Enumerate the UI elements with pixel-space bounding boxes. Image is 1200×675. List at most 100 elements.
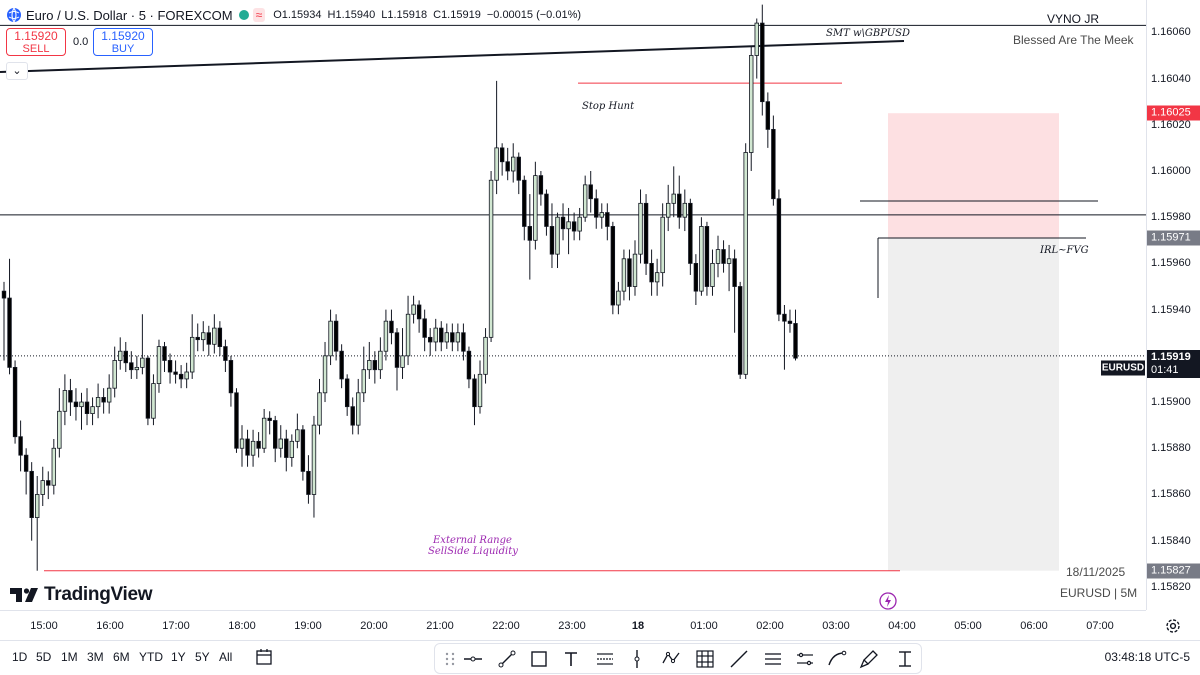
parallel-channel-icon[interactable] bbox=[763, 649, 783, 669]
candle-body-down bbox=[101, 397, 106, 403]
tradingview-logo-icon bbox=[10, 588, 38, 602]
candle-body-down bbox=[129, 362, 134, 371]
ray-icon[interactable] bbox=[729, 649, 749, 669]
sell-price: 1.15920 bbox=[14, 29, 58, 43]
candle-body-down bbox=[732, 258, 737, 287]
buy-price: 1.15920 bbox=[101, 29, 145, 43]
sell-button[interactable]: 1.15920 SELL bbox=[6, 28, 66, 56]
chart-area[interactable]: Euro / U.S. Dollar · 5 · FOREXCOM ≈ O1.1… bbox=[0, 0, 1146, 610]
candle-body-up bbox=[361, 369, 366, 394]
price-tick-label: 1.15840 bbox=[1151, 534, 1191, 547]
time-tick-label: 19:00 bbox=[294, 620, 322, 632]
symbol-title[interactable]: Euro / U.S. Dollar · 5 · FOREXCOM bbox=[26, 7, 233, 23]
candle-body-up bbox=[632, 253, 638, 287]
candle-body-down bbox=[29, 470, 34, 518]
candle-body-down bbox=[123, 350, 128, 364]
lightning-icon[interactable] bbox=[879, 592, 897, 610]
ohlc-low: L1.15918 bbox=[381, 9, 428, 21]
tradingview-logo[interactable]: TradingView bbox=[10, 584, 153, 606]
candle-body-down bbox=[206, 332, 211, 345]
range-1y[interactable]: 1Y bbox=[171, 650, 186, 664]
range-5d[interactable]: 5D bbox=[36, 650, 52, 664]
fib-retracement-icon[interactable] bbox=[595, 649, 615, 669]
candle-body-up bbox=[367, 360, 372, 371]
text-icon[interactable] bbox=[561, 649, 581, 669]
price-range-icon[interactable] bbox=[795, 649, 815, 669]
target-price-tag[interactable]: 1.15827 bbox=[1147, 563, 1200, 579]
vertical-line-icon[interactable] bbox=[627, 649, 647, 669]
candle-body-down bbox=[538, 175, 544, 195]
sellside-liquidity-annotation[interactable]: SellSide Liquidity bbox=[428, 546, 518, 557]
time-tick-label: 22:00 bbox=[492, 620, 520, 632]
candle-body-up bbox=[754, 22, 759, 56]
curve-icon[interactable] bbox=[827, 649, 847, 669]
candle-body-up bbox=[35, 494, 40, 518]
candle-body-down bbox=[760, 22, 765, 103]
external-range-annotation[interactable]: External Range bbox=[433, 535, 512, 546]
range-5y[interactable]: 5Y bbox=[195, 650, 210, 664]
horizontal-line-icon[interactable] bbox=[463, 649, 483, 669]
candle-body-up bbox=[671, 193, 676, 204]
price-tick-label: 1.16060 bbox=[1151, 26, 1191, 39]
current-price-value: 1.15919 bbox=[1151, 351, 1191, 364]
clock[interactable]: 03:48:18 UTC-5 bbox=[1104, 650, 1190, 664]
candle-body-up bbox=[660, 216, 665, 274]
candle-body-up bbox=[140, 357, 145, 368]
price-tick-label: 1.16040 bbox=[1151, 72, 1191, 85]
time-tick-label: 16:00 bbox=[96, 620, 124, 632]
candle-body-up bbox=[483, 336, 488, 375]
trend-line-icon[interactable] bbox=[497, 649, 517, 669]
price-axis[interactable]: 1.16060 1.16040 1.16020 1.16000 1.15980 1.159… bbox=[1146, 0, 1200, 610]
candle-body-down bbox=[256, 440, 261, 449]
candle-body-down bbox=[505, 161, 510, 172]
candle-body-up bbox=[356, 392, 361, 426]
irl-fvg-annotation[interactable]: IRL~FVG bbox=[1040, 245, 1089, 256]
candle-body-down bbox=[306, 470, 311, 495]
range-1d[interactable]: 1D bbox=[12, 650, 28, 664]
candle-body-down bbox=[610, 226, 616, 306]
smt-annotation[interactable]: SMT w\GBPUSD bbox=[826, 28, 911, 39]
range-1m[interactable]: 1M bbox=[61, 650, 78, 664]
buy-label: BUY bbox=[111, 43, 135, 55]
candle-body-up bbox=[638, 202, 643, 255]
candle-body-up bbox=[749, 55, 754, 153]
candle-body-up bbox=[261, 417, 267, 449]
candle-body-up bbox=[156, 346, 162, 384]
candle-body-up bbox=[444, 332, 449, 343]
candle-body-down bbox=[588, 184, 593, 200]
candle-body-down bbox=[162, 346, 167, 361]
grid-icon[interactable] bbox=[695, 649, 715, 669]
candle-body-up bbox=[715, 249, 721, 264]
rectangle-icon[interactable] bbox=[529, 649, 549, 669]
candle-body-down bbox=[439, 327, 444, 343]
range-6m[interactable]: 6M bbox=[113, 650, 130, 664]
candlestick-chart[interactable] bbox=[0, 0, 1146, 610]
range-ytd[interactable]: YTD bbox=[139, 650, 163, 664]
current-price-tag[interactable]: 1.15919 01:41 bbox=[1147, 350, 1200, 379]
candle-body-up bbox=[212, 327, 217, 345]
candle-body-down bbox=[450, 332, 455, 343]
candle-body-up bbox=[743, 152, 748, 375]
drag-handle-icon[interactable] bbox=[440, 649, 460, 669]
pattern-icon[interactable] bbox=[661, 649, 681, 669]
calendar-icon[interactable] bbox=[255, 648, 273, 666]
range-all[interactable]: All bbox=[219, 650, 233, 664]
price-tick-label: 1.15960 bbox=[1151, 257, 1191, 270]
gear-icon[interactable] bbox=[1164, 617, 1182, 635]
buy-button[interactable]: 1.15920 BUY bbox=[93, 28, 153, 56]
candle-body-up bbox=[79, 401, 84, 408]
range-3m[interactable]: 3M bbox=[87, 650, 104, 664]
stop-hunt-annotation[interactable]: Stop Hunt bbox=[582, 101, 635, 112]
stop-price-tag[interactable]: 1.16025 bbox=[1147, 105, 1200, 121]
candle-body-down bbox=[416, 304, 422, 320]
candle-body-down bbox=[776, 198, 782, 315]
brush-icon[interactable] bbox=[859, 649, 879, 669]
symbol-legend: Euro / U.S. Dollar · 5 · FOREXCOM ≈ O1.1… bbox=[6, 6, 587, 24]
candle-body-up bbox=[477, 373, 483, 408]
tradingview-logo-text: TradingView bbox=[44, 584, 153, 605]
measure-icon[interactable] bbox=[895, 649, 915, 669]
time-tick-label: 18:00 bbox=[228, 620, 256, 632]
time-axis[interactable]: 15:00 16:00 17:00 18:00 19:00 20:00 21:00 22:00… bbox=[0, 610, 1146, 640]
entry-price-tag[interactable]: 1.15971 bbox=[1147, 230, 1200, 246]
chevron-down-icon[interactable]: ⌄ bbox=[6, 62, 28, 80]
